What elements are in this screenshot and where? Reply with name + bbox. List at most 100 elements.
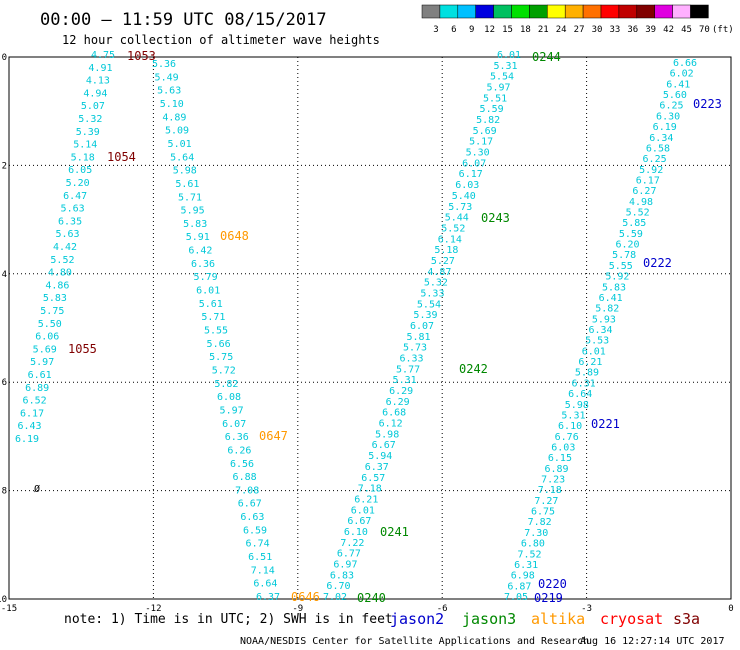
wave-height-value: 6.03 xyxy=(455,180,479,191)
x-tick-label: -6 xyxy=(437,604,448,614)
legend-label: 45 xyxy=(681,25,692,35)
pass-label-1054: 1054 xyxy=(107,150,136,164)
wave-height-value: 5.20 xyxy=(66,178,90,189)
wave-height-value: 5.55 xyxy=(609,261,633,272)
wave-height-value: 6.33 xyxy=(400,354,424,365)
x-tick-label: 0 xyxy=(728,604,733,614)
wave-height-value: 5.31 xyxy=(393,375,417,386)
wave-height-value: 5.92 xyxy=(639,165,663,176)
legend-swatch xyxy=(511,4,530,19)
wave-height-value: 6.64 xyxy=(568,389,592,400)
satellite-cryosat: cryosat xyxy=(600,610,663,628)
wave-height-value: 6.88 xyxy=(233,472,257,483)
wave-height-value: 5.55 xyxy=(204,326,228,337)
footer-credit: NOAA/NESDIS Center for Satellite Applica… xyxy=(240,636,589,647)
wave-height-value: 5.79 xyxy=(194,272,218,283)
wave-height-value: 5.54 xyxy=(490,72,514,83)
wave-height-value: 6.37 xyxy=(256,592,280,603)
wave-height-value: 6.17 xyxy=(20,408,44,419)
wave-height-value: 6.98 xyxy=(511,571,535,582)
wave-height-value: 4.98 xyxy=(629,197,653,208)
wave-height-value: 5.97 xyxy=(220,405,244,416)
note-text: note: 1) Time is in UTC; 2) SWH is in fe… xyxy=(64,612,393,627)
pass-label-0648: 0648 xyxy=(220,229,249,243)
wave-height-value: 5.73 xyxy=(448,202,472,213)
wave-height-value: 5.51 xyxy=(483,93,507,104)
legend-swatch xyxy=(582,4,602,19)
wave-height-value: 6.21 xyxy=(578,357,602,368)
wave-height-value: 7.18 xyxy=(538,485,562,496)
legend-label: 33 xyxy=(609,25,620,35)
wave-height-value: 5.09 xyxy=(165,126,189,137)
wave-height-value: 6.47 xyxy=(63,191,87,202)
y-tick-label: -8 xyxy=(0,487,7,497)
wave-height-value: 5.93 xyxy=(592,314,616,325)
wave-height-value: 5.52 xyxy=(50,255,74,266)
wave-height-value: 6.77 xyxy=(337,549,361,560)
wave-height-value: 5.98 xyxy=(375,429,399,440)
satellite-altika: altika xyxy=(531,610,585,628)
wave-height-value: 6.37 xyxy=(365,462,389,473)
wave-height-value: 5.36 xyxy=(152,59,176,70)
legend-label: 9 xyxy=(469,25,474,35)
wave-height-value: 5.71 xyxy=(178,192,202,203)
wave-height-value: 6.26 xyxy=(227,445,251,456)
wave-height-value: 5.18 xyxy=(434,245,458,256)
wave-height-value: 6.36 xyxy=(225,432,249,443)
wave-height-value: 5.32 xyxy=(78,114,102,125)
wave-height-value: 6.74 xyxy=(246,539,270,550)
legend-label: 18 xyxy=(520,25,531,35)
legend-swatch xyxy=(547,4,566,19)
wave-height-value: 6.80 xyxy=(521,539,545,550)
wave-height-value: 6.64 xyxy=(253,579,277,590)
pass-label-0646: 0646 xyxy=(291,590,320,604)
wave-height-value: 6.68 xyxy=(382,408,406,419)
wave-height-value: 6.31 xyxy=(572,378,596,389)
map-title: 00:00 – 11:59 UTC 08/15/2017 xyxy=(40,10,327,30)
wave-height-value: 5.63 xyxy=(157,86,181,97)
wave-height-value: 5.32 xyxy=(424,278,448,289)
wave-height-value: 6.97 xyxy=(333,559,357,570)
wave-height-value: 7.14 xyxy=(251,565,275,576)
wave-height-value: 6.10 xyxy=(558,421,582,432)
wave-height-value: 5.98 xyxy=(565,400,589,411)
x-tick-label: -12 xyxy=(145,604,161,614)
wave-height-value: 6.75 xyxy=(531,507,555,518)
y-tick-label: 0 xyxy=(2,53,7,63)
wave-height-value: 5.94 xyxy=(368,451,392,462)
wave-height-value: 7.02 xyxy=(323,592,347,603)
legend-swatch xyxy=(493,4,512,19)
legend-label: 6 xyxy=(451,25,456,35)
pass-label-0647: 0647 xyxy=(259,429,288,443)
footer-timestamp: Aug 16 12:27:14 UTC 2017 xyxy=(580,636,725,647)
wave-height-value: 5.44 xyxy=(445,213,469,224)
legend-swatch xyxy=(618,4,638,19)
track-4: 6.666.026.415.606.256.306.196.346.586.25… xyxy=(504,58,697,603)
station-marker-icon: Ø xyxy=(34,483,40,495)
wave-height-value: 6.34 xyxy=(649,133,673,144)
wave-height-value: 5.73 xyxy=(403,343,427,354)
wave-height-value: 4.89 xyxy=(162,112,186,123)
wave-height-value: 5.07 xyxy=(81,101,105,112)
pass-label-1055: 1055 xyxy=(68,342,97,356)
wave-height-value: 5.98 xyxy=(173,166,197,177)
wave-height-value: 6.59 xyxy=(243,525,267,536)
wave-height-value: 6.36 xyxy=(191,259,215,270)
wave-height-value: 5.75 xyxy=(40,306,64,317)
wave-height-value: 4.87 xyxy=(427,267,451,278)
wave-height-value: 6.70 xyxy=(326,581,350,592)
wave-height-value: 6.12 xyxy=(379,419,403,430)
legend-label: 42 xyxy=(663,25,674,35)
plot-frame xyxy=(8,56,732,600)
wave-height-value: 4.94 xyxy=(83,88,107,99)
pass-label-0240: 0240 xyxy=(357,591,386,605)
wave-height-value: 6.51 xyxy=(248,552,272,563)
pass-label-0223: 0223 xyxy=(693,97,722,111)
wave-height-value: 5.85 xyxy=(622,218,646,229)
wave-height-value: 7.18 xyxy=(358,484,382,495)
wave-height-value: 6.10 xyxy=(344,527,368,538)
legend-label: 27 xyxy=(574,25,585,35)
wave-height-value: 5.50 xyxy=(38,319,62,330)
wave-height-value: 6.30 xyxy=(656,111,680,122)
wave-height-tracks: 4.754.914.134.945.075.325.395.145.186.05… xyxy=(15,50,697,603)
